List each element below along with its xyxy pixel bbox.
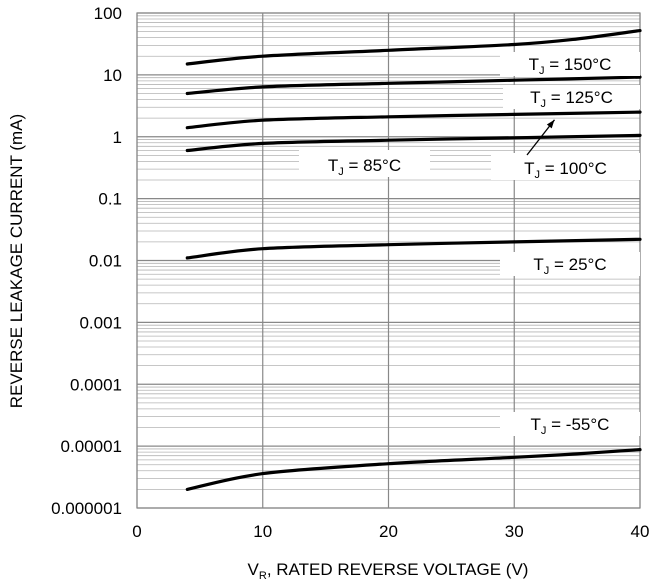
curve-label-box — [491, 153, 640, 180]
y-tick-label: 0.000001 — [51, 499, 122, 518]
pointer-arrow-head — [546, 119, 555, 129]
curve-label-box — [503, 85, 640, 109]
x-tick-label: 20 — [379, 522, 398, 541]
curve-label: TJ = 125°C — [530, 88, 613, 110]
curve-label-box — [500, 52, 640, 76]
y-tick-label: 0.00001 — [61, 437, 122, 456]
x-tick-label: 10 — [253, 522, 272, 541]
x-tick-label: 40 — [631, 522, 650, 541]
x-tick-label: 0 — [132, 522, 141, 541]
curve-labels: TJ = 150°C TJ = 125°C TJ = 100°C TJ = 85°C T… — [299, 52, 640, 437]
y-tick-label: 10 — [103, 66, 122, 85]
curve-label: TJ = 85°C — [328, 156, 401, 178]
curve-label: TJ = 100°C — [524, 159, 607, 181]
y-axis-label: REVERSE LEAKAGE CURRENT (mA) — [7, 114, 26, 408]
x-axis-label: VR, RATED REVERSE VOLTAGE (V) — [248, 560, 529, 582]
curve-series-1 — [185, 75, 642, 96]
y-tick-label: 100 — [94, 4, 122, 23]
curve-series-5 — [185, 448, 642, 491]
grid — [136, 12, 641, 509]
tick-labels: 0.000001 0.00001 0.0001 0.001 0.01 0.1 1 10 100 0… — [51, 4, 649, 541]
curve-series-3 — [185, 133, 642, 153]
curve-label-box — [500, 412, 640, 436]
y-tick-label: 0.01 — [89, 252, 122, 271]
curve-label-box — [299, 150, 430, 177]
curve-series-0 — [185, 29, 642, 66]
curve-label: TJ = -55°C — [531, 415, 610, 437]
curve-series-2 — [185, 110, 642, 130]
x-tick-label: 30 — [505, 522, 524, 541]
curve-label: TJ = 25°C — [533, 255, 606, 277]
curve-label: TJ = 150°C — [529, 55, 612, 77]
y-tick-label: 0.001 — [79, 313, 122, 332]
curve-label-box — [500, 252, 640, 276]
y-tick-label: 0.0001 — [70, 375, 122, 394]
curve-series-4 — [185, 237, 642, 260]
curves — [185, 29, 642, 491]
y-tick-label: 1 — [113, 128, 122, 147]
y-tick-label: 0.1 — [98, 190, 122, 209]
